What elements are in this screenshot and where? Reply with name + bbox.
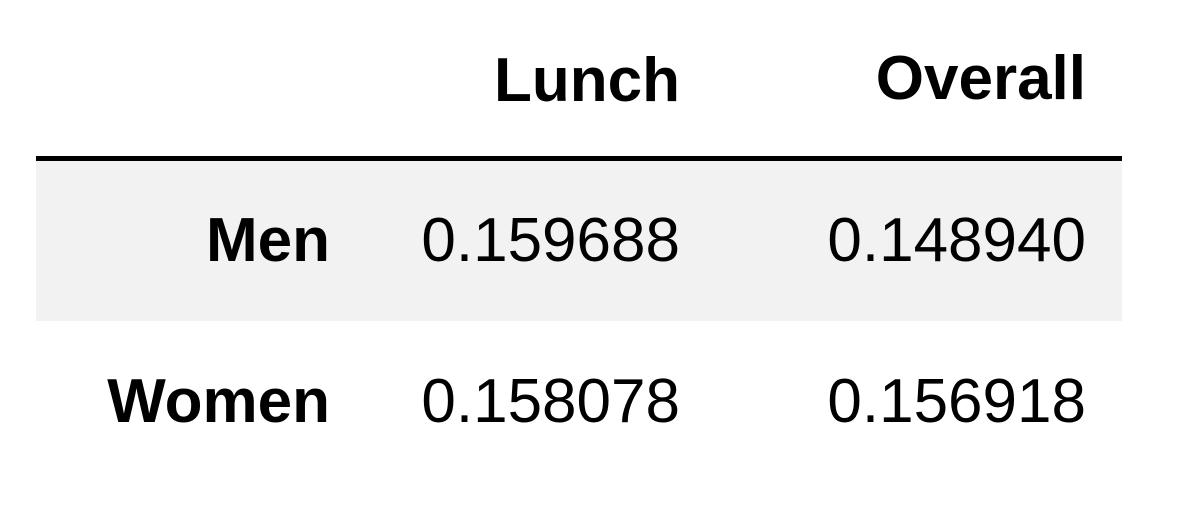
table-row: Women 0.158078 0.156918	[36, 320, 1122, 483]
dataframe-table: Lunch Overall Men 0.159688 0.148940 Wome…	[36, 0, 1122, 483]
table-body: Men 0.159688 0.148940 Women 0.158078 0.1…	[36, 158, 1122, 483]
row-label-women: Women	[107, 367, 330, 436]
header-index-cell	[36, 0, 336, 161]
cell-men-overall: 0.148940	[827, 206, 1086, 276]
cell-men-lunch: 0.159688	[421, 206, 680, 276]
row-label-men: Men	[206, 206, 330, 276]
header-lunch: Lunch	[336, 0, 716, 161]
cell-women-lunch: 0.158078	[421, 367, 680, 436]
table-row: Men 0.159688 0.148940	[36, 158, 1122, 321]
header-overall: Overall	[716, 0, 1122, 161]
dataframe-table-container: Lunch Overall Men 0.159688 0.148940 Wome…	[36, 0, 1122, 483]
header-row: Lunch Overall	[36, 0, 1122, 161]
cell-women-overall: 0.156918	[827, 367, 1086, 436]
table-header: Lunch Overall	[36, 0, 1122, 161]
